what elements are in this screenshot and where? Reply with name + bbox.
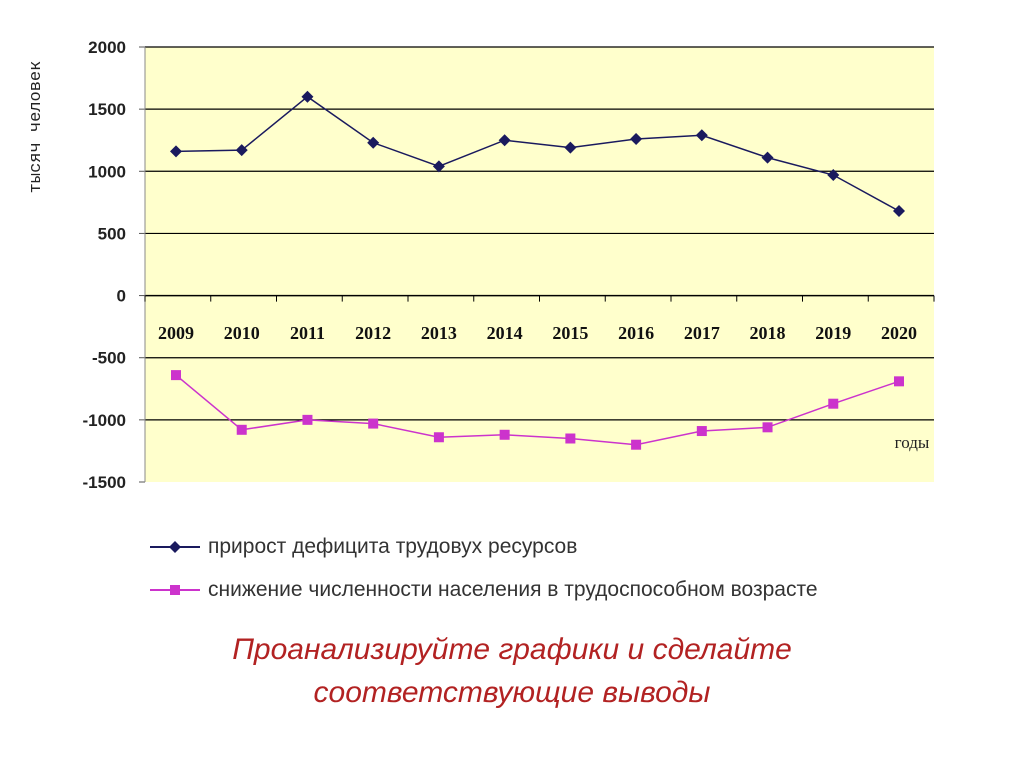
series-line-2 (175, 374, 900, 446)
data-point-series-2 (171, 370, 181, 381)
data-point-series-1 (827, 169, 840, 182)
caption-line-1: Проанализируйте графики и сделайте (232, 633, 792, 666)
plot-area (145, 47, 934, 482)
caption-line-2: соответствующие выводы (313, 676, 711, 709)
x-tick-label: 2020 (881, 323, 917, 343)
legend-item-series-1: прирост дефицита трудовух ресурсов (150, 532, 818, 562)
x-tick-label: 2016 (618, 323, 654, 343)
chart: 2000 1500 1000 500 0 -500 -1000 -1500 2009 2010 20… (27, 38, 935, 492)
legend: прирост дефицита трудовух ресурсов сниже… (150, 532, 818, 618)
data-point-series-2 (696, 426, 707, 437)
x-tick-label: 2019 (815, 323, 851, 343)
legend-item-series-2: снижение численности населения в трудосп… (150, 575, 818, 605)
y-tick-label: 500 (98, 224, 126, 243)
y-axis-title: тысяч человек (27, 61, 46, 194)
x-tick-label: 2018 (750, 323, 786, 343)
data-point-series-2 (828, 398, 839, 409)
legend-swatch-square-icon (150, 585, 200, 595)
data-point-series-2 (368, 418, 379, 429)
x-axis-title: годы (895, 433, 930, 452)
x-tick-label: 2013 (421, 323, 457, 343)
y-tick-label: 2000 (88, 38, 126, 57)
data-point-series-1 (893, 205, 905, 218)
y-tick-label: -500 (92, 349, 126, 368)
data-point-series-2 (236, 424, 247, 435)
data-point-series-1 (564, 141, 577, 154)
data-point-series-1 (367, 136, 380, 149)
y-tick-label: 0 (117, 287, 126, 306)
series-line-1 (175, 95, 900, 212)
data-point-series-2 (499, 429, 510, 440)
data-point-series-2 (894, 376, 904, 387)
y-tick-label: 1500 (88, 100, 126, 119)
x-tick-label: 2012 (355, 323, 391, 343)
data-point-series-1 (695, 129, 708, 142)
data-point-series-1 (301, 90, 314, 103)
data-point-series-2 (631, 439, 642, 450)
data-point-series-1 (630, 132, 643, 145)
data-point-series-2 (762, 422, 773, 433)
data-point-series-1 (761, 151, 774, 164)
y-tick-label: -1500 (83, 473, 126, 492)
legend-swatch-diamond-icon (150, 541, 200, 553)
data-point-series-1 (498, 134, 511, 147)
caption: Проанализируйте графики и сделайте соотв… (0, 628, 1024, 714)
data-point-series-2 (565, 433, 576, 444)
x-tick-label: 2014 (487, 323, 523, 343)
legend-label-series-2: снижение численности населения в трудосп… (208, 578, 818, 601)
x-tick-label: 2011 (290, 323, 325, 343)
data-point-series-1 (170, 145, 182, 158)
legend-label-series-1: прирост дефицита трудовух ресурсов (208, 535, 578, 558)
x-tick-label: 2009 (158, 323, 194, 343)
x-tick-label: 2015 (552, 323, 588, 343)
data-point-series-2 (433, 432, 444, 443)
y-tick-label: 1000 (88, 162, 126, 181)
x-tick-label: 2010 (224, 323, 260, 343)
data-point-series-2 (302, 414, 313, 425)
x-tick-label: 2017 (684, 323, 720, 343)
y-tick-label: -1000 (83, 411, 126, 430)
data-point-series-1 (235, 144, 248, 157)
data-point-series-1 (432, 160, 445, 173)
